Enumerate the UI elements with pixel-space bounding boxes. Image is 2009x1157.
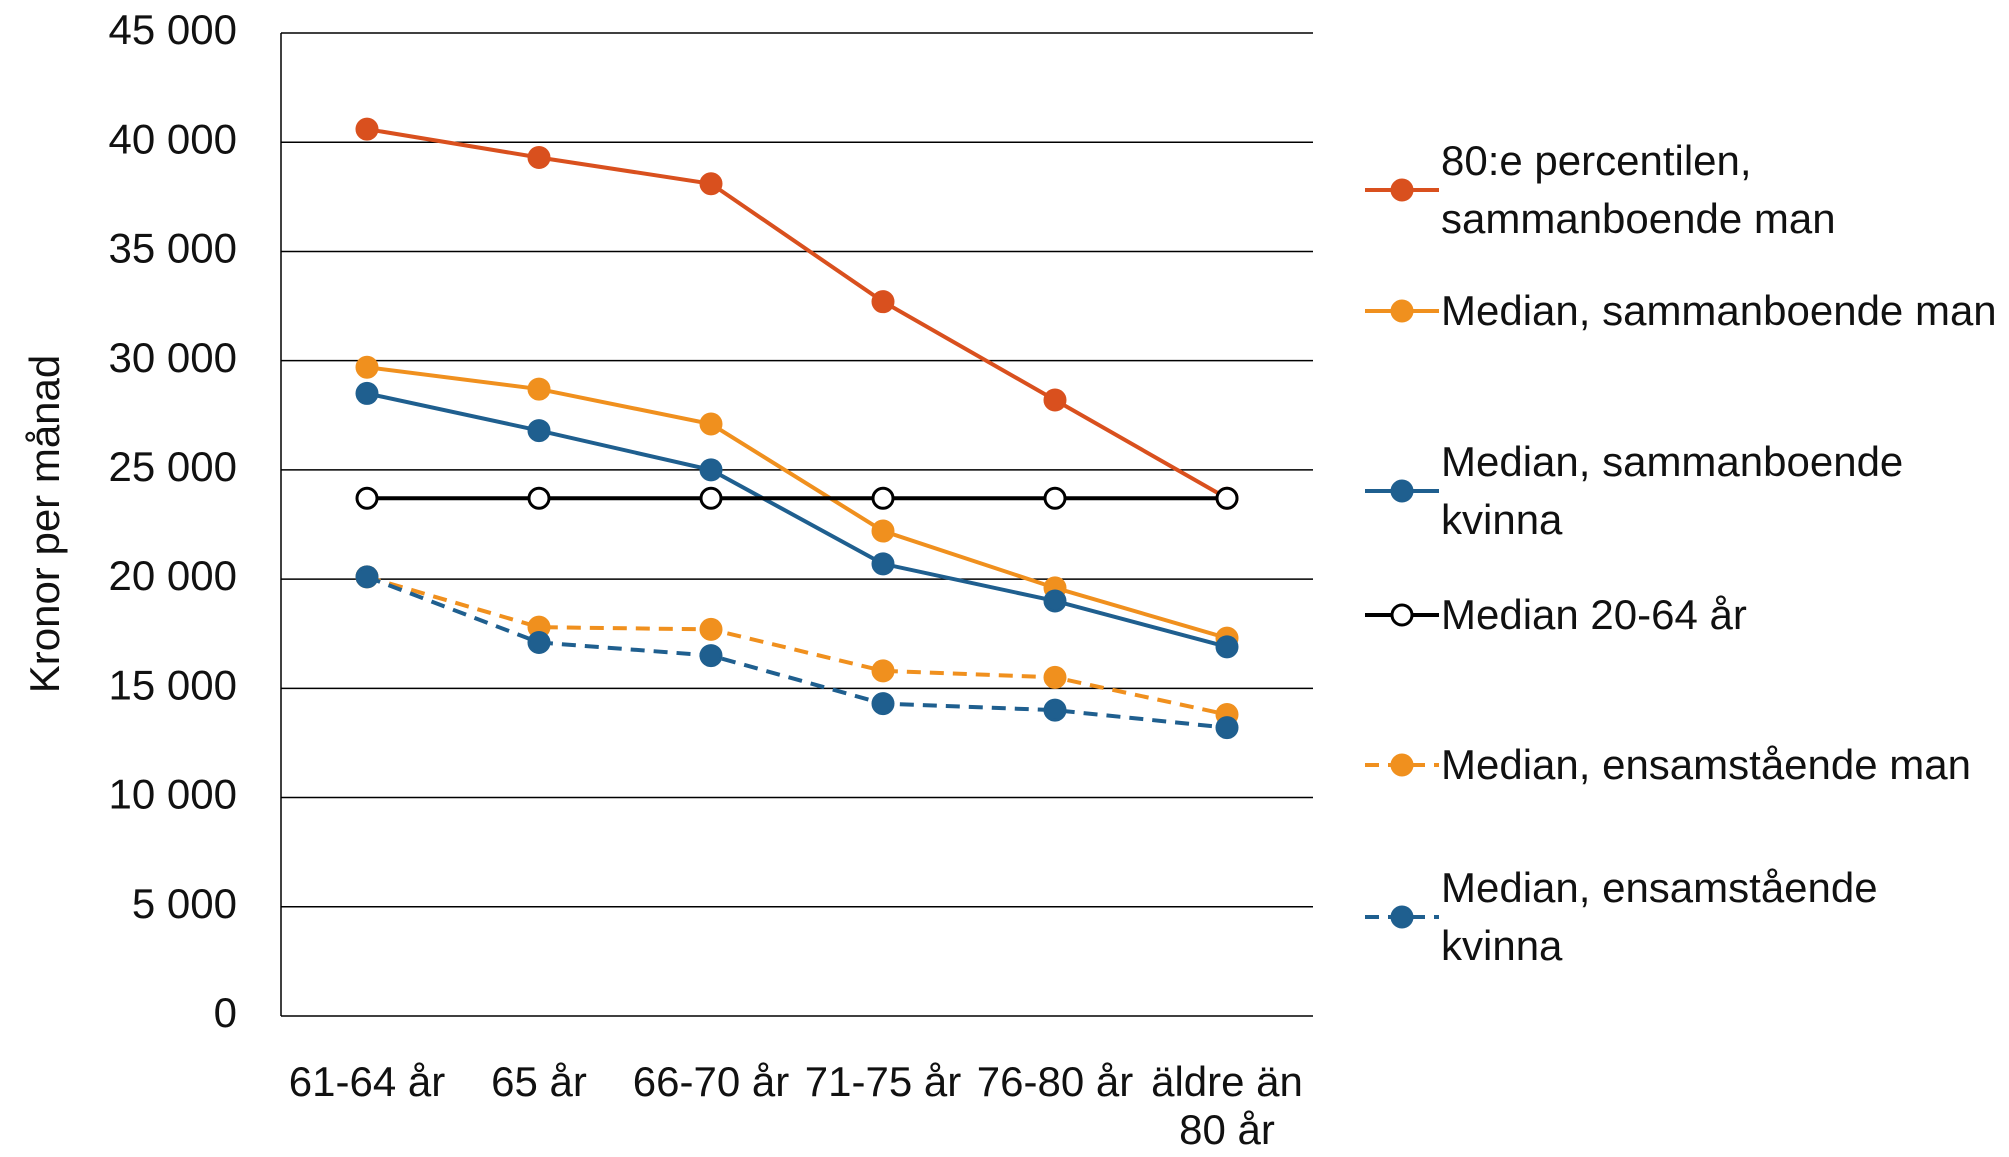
legend-swatch [1365,753,1439,777]
legend-marker [1390,178,1414,202]
y-tick-label: 20 000 [109,552,237,599]
legend-swatch [1365,299,1439,323]
legend-swatch [1365,479,1439,503]
y-tick-label: 15 000 [109,661,237,708]
marker [699,486,723,510]
legend-swatch [1365,603,1439,627]
legend-marker [1390,603,1414,627]
marker [699,172,723,196]
marker [699,458,723,482]
y-tick-label: 40 000 [109,115,237,162]
marker [355,486,379,510]
legend-item: 80:e percentilen, sammanboende man [1363,132,2001,248]
x-tick-label: 65 år [491,1058,587,1105]
marker [527,419,551,443]
y-axis-label: Kronor per månad [21,355,68,694]
y-tick-label: 30 000 [109,334,237,381]
marker [1043,388,1067,412]
marker [355,565,379,589]
marker [527,377,551,401]
marker [871,290,895,314]
legend-label: Median, ensamstående kvinna [1441,864,1878,970]
marker [699,617,723,641]
legend-label: Median 20-64 år [1441,591,1747,639]
line [366,575,1228,717]
legend-marker [1390,299,1414,323]
marker [527,486,551,510]
legend-marker [1390,753,1414,777]
y-tick-label: 5 000 [132,880,237,927]
marker [1043,698,1067,722]
x-tick-label: 61-64 år [288,1058,446,1105]
marker [871,552,895,576]
legend-marker [1390,479,1414,503]
y-tick-label: 0 [214,989,237,1036]
legend-item: Median, ensamstående kvinna [1363,859,2001,975]
legend-item: Median, sammanboende man [1363,253,1997,369]
marker [871,486,895,510]
x-tick-label: äldre än 80 år [1151,1058,1303,1153]
marker [527,146,551,170]
marker [1043,665,1067,689]
y-tick-label: 35 000 [109,225,237,272]
legend-label: Median, sammanboende kvinna [1441,437,1904,543]
line [366,391,1228,649]
x-tick-label: 71-75 år [804,1058,962,1105]
marker [355,117,379,141]
marker [1215,486,1239,510]
line [366,127,1228,501]
y-tick-label: 45 000 [109,6,237,53]
x-tick-label: 66-70 år [632,1058,790,1105]
marker [871,519,895,543]
marker [1043,589,1067,613]
legend-item: Median, ensamstående man [1363,707,1971,823]
marker [699,412,723,436]
marker [1215,635,1239,659]
marker [871,659,895,683]
marker [355,355,379,379]
legend-item: Median 20-64 år [1363,557,1747,673]
line [366,365,1228,641]
marker [527,630,551,654]
marker [1043,486,1067,510]
x-tick-label: 76-80 år [976,1058,1134,1105]
legend-swatch [1365,905,1439,929]
legend-label: Median, sammanboende man [1441,287,1997,335]
legend-marker [1390,905,1414,929]
marker [355,381,379,405]
marker [871,692,895,716]
legend-item: Median, sammanboende kvinna [1363,433,2001,549]
legend-swatch [1365,178,1439,202]
legend-label: 80:e percentilen, sammanboende man [1441,136,1836,242]
line [366,575,1228,730]
legend-label: Median, ensamstående man [1441,740,1971,788]
marker [699,644,723,668]
marker [1215,716,1239,740]
y-tick-label: 10 000 [109,771,237,818]
y-tick-label: 25 000 [109,443,237,490]
